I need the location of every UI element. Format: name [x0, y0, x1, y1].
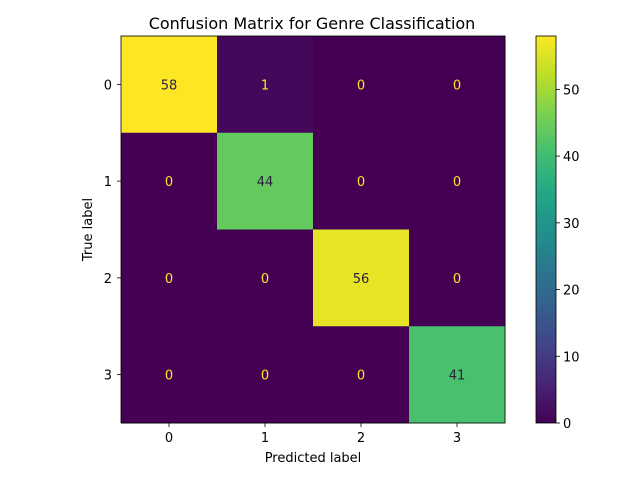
colorbar-tick-label: 50: [563, 83, 580, 98]
heatmap-cell: [121, 36, 218, 134]
colorbar-tick-label: 30: [563, 217, 580, 232]
cell-value-label: 0: [261, 369, 269, 384]
cell-value-label: 0: [357, 175, 365, 190]
heatmap-cell: [409, 36, 506, 134]
heatmap-cell: [313, 326, 410, 424]
x-axis-label: Predicted label: [265, 451, 362, 466]
cell-value-label: 41: [449, 369, 466, 384]
cell-value-label: 44: [257, 175, 274, 190]
y-axis-ticks: 0 1 2 3: [104, 78, 121, 384]
cell-value-label: 0: [165, 369, 173, 384]
cell-value-label: 0: [357, 369, 365, 384]
cell-value-label: 0: [453, 175, 461, 190]
y-tick-label: 1: [104, 175, 112, 190]
heatmap-cell: [121, 326, 218, 424]
colorbar: [535, 35, 557, 424]
colorbar-tick-label: 40: [563, 150, 580, 165]
heatmap-cell: [121, 132, 218, 230]
heatmap-cell: [217, 132, 314, 230]
colorbar-ticks: 0 10 20 30 40 50: [556, 83, 580, 432]
heatmap-cells: [121, 36, 506, 424]
cell-value-label: 0: [453, 272, 461, 287]
heatmap-cell: [217, 36, 314, 134]
x-axis-ticks: 0 1 2 3: [165, 423, 461, 446]
colorbar-tick-label: 0: [563, 417, 571, 432]
heatmap-cell: [409, 132, 506, 230]
cell-value-label: 0: [165, 175, 173, 190]
heatmap-cell: [313, 132, 410, 230]
x-tick-label: 2: [357, 431, 365, 446]
x-tick-label: 0: [165, 431, 173, 446]
heatmap-cell-labels: 58 1 0 0 0 44 0 0 0 0 56 0 0 0 0 41: [161, 78, 466, 383]
cell-value-label: 56: [353, 272, 370, 287]
heatmap-cell: [409, 326, 506, 424]
cell-value-label: 0: [357, 78, 365, 93]
heatmap-cell: [409, 229, 506, 327]
colorbar-tick-label: 10: [563, 350, 580, 365]
chart-title: Confusion Matrix for Genre Classificatio…: [149, 14, 476, 33]
heatmap-cell: [217, 229, 314, 327]
y-tick-label: 0: [104, 78, 112, 93]
y-tick-label: 3: [104, 369, 112, 384]
x-tick-label: 3: [453, 431, 461, 446]
cell-value-label: 0: [165, 272, 173, 287]
cell-value-label: 1: [261, 78, 269, 93]
x-tick-label: 1: [261, 431, 269, 446]
y-tick-label: 2: [104, 272, 112, 287]
heatmap-cell: [121, 229, 218, 327]
heatmap-cell: [313, 36, 410, 134]
cell-value-label: 58: [161, 78, 178, 93]
cell-value-label: 0: [453, 78, 461, 93]
heatmap-cell: [313, 229, 410, 327]
cell-value-label: 0: [261, 272, 269, 287]
colorbar-tick-label: 20: [563, 284, 580, 299]
y-axis-label: True label: [81, 198, 96, 262]
heatmap-cell: [217, 326, 314, 424]
heatmap-frame: [120, 35, 506, 424]
